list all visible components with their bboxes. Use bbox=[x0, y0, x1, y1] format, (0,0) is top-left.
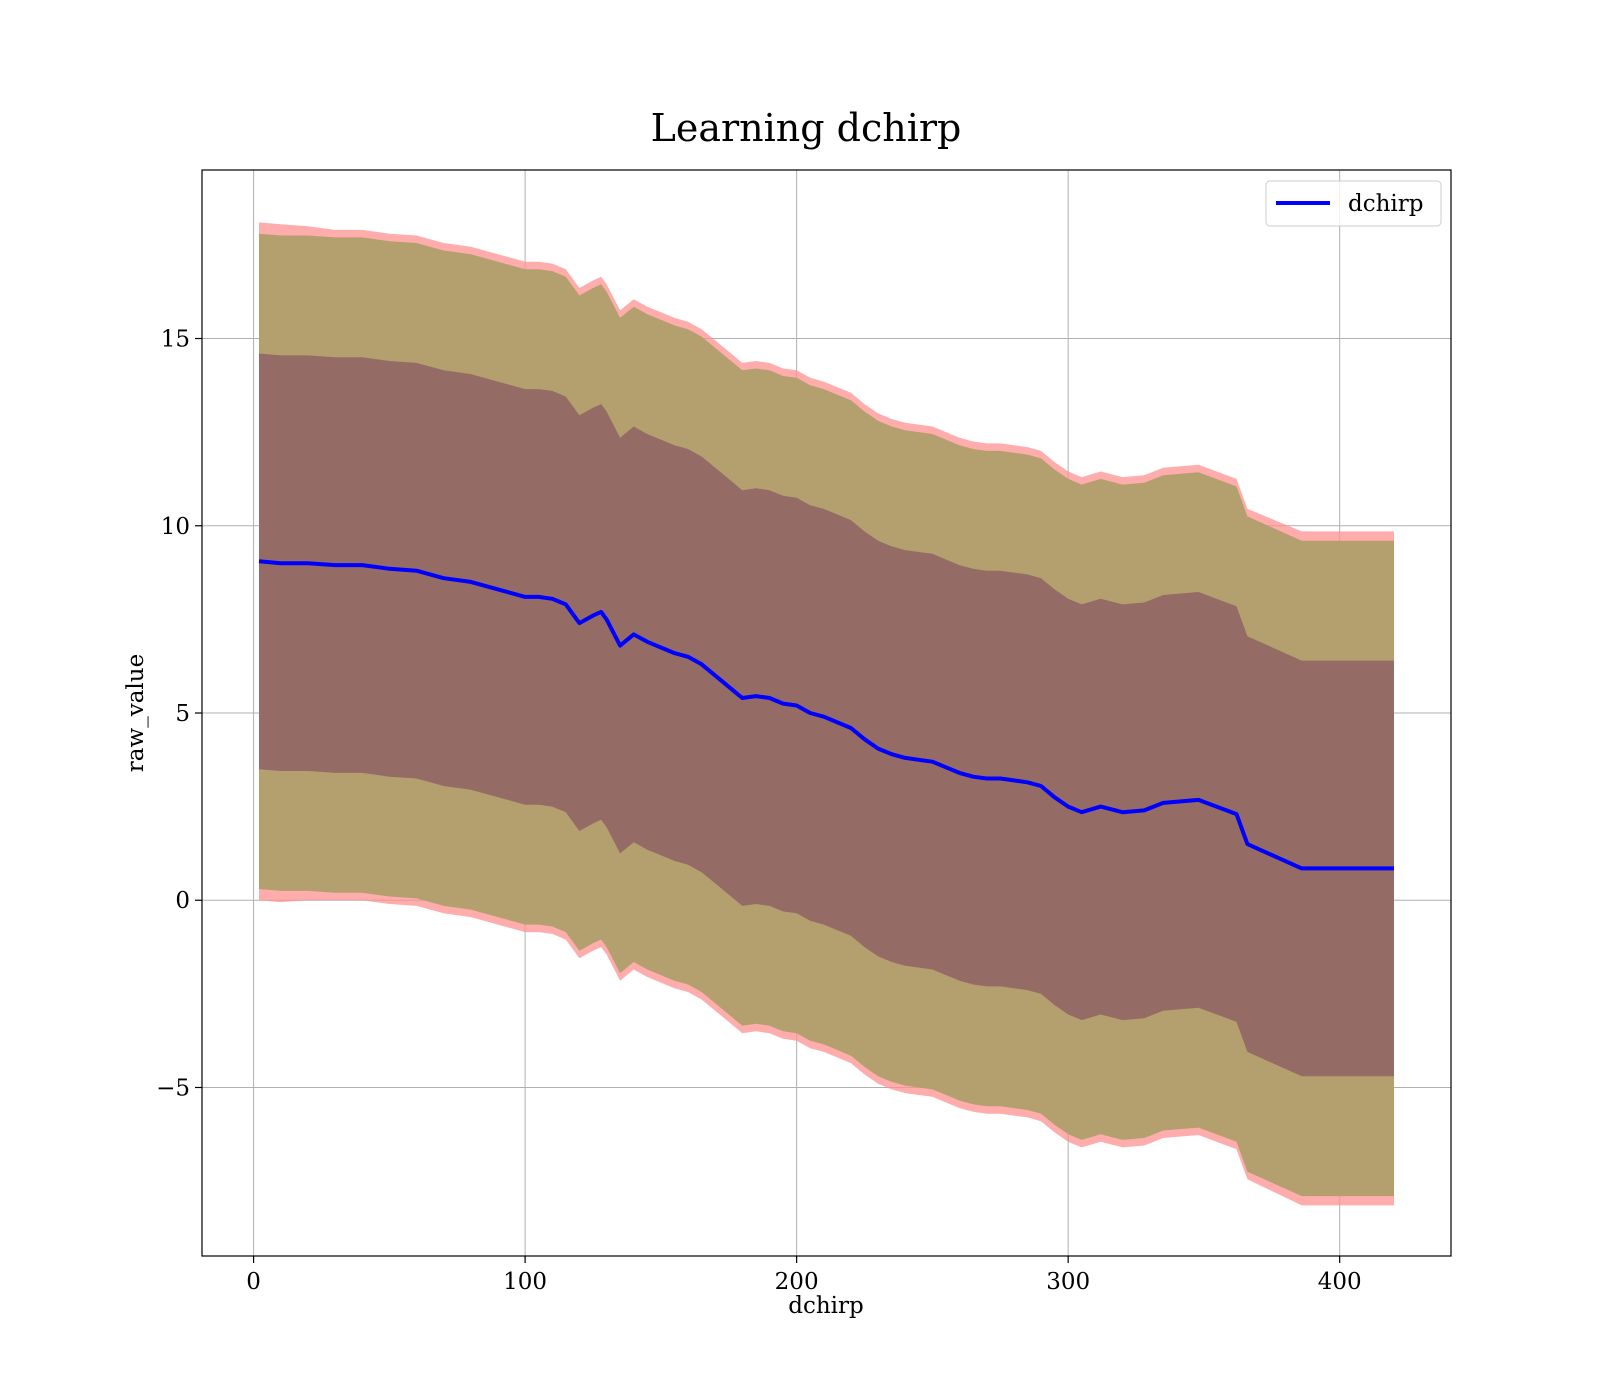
chart-title: Learning dchirp bbox=[651, 106, 962, 150]
x-axis-label: dchirp bbox=[788, 1293, 864, 1319]
y-tick-label: 5 bbox=[175, 701, 190, 727]
legend-box bbox=[1265, 180, 1442, 227]
x-axis-ticks: 0 100 200 300 400 bbox=[246, 1256, 1362, 1295]
band-inner bbox=[259, 353, 1394, 1077]
y-axis-label: raw_value bbox=[123, 654, 149, 772]
y-tick-label: 0 bbox=[175, 888, 190, 914]
x-tick-label: 200 bbox=[775, 1269, 819, 1295]
y-tick-label: 10 bbox=[161, 514, 190, 540]
uncertainty-bands bbox=[259, 222, 1394, 1206]
x-tick-label: 400 bbox=[1318, 1269, 1362, 1295]
y-tick-label: 15 bbox=[161, 327, 190, 353]
x-tick-label: 100 bbox=[503, 1269, 547, 1295]
series-lines bbox=[258, 559, 1394, 871]
x-tick-label: 300 bbox=[1046, 1269, 1090, 1295]
legend: dchirp bbox=[1265, 180, 1442, 227]
y-axis-ticks: −5 0 5 10 15 bbox=[156, 327, 202, 1101]
x-tick-label: 0 bbox=[246, 1269, 261, 1295]
series-line-dchirp bbox=[258, 559, 1394, 871]
y-tick-label: −5 bbox=[156, 1075, 190, 1101]
legend-entry-dchirp: dchirp bbox=[1348, 191, 1424, 217]
